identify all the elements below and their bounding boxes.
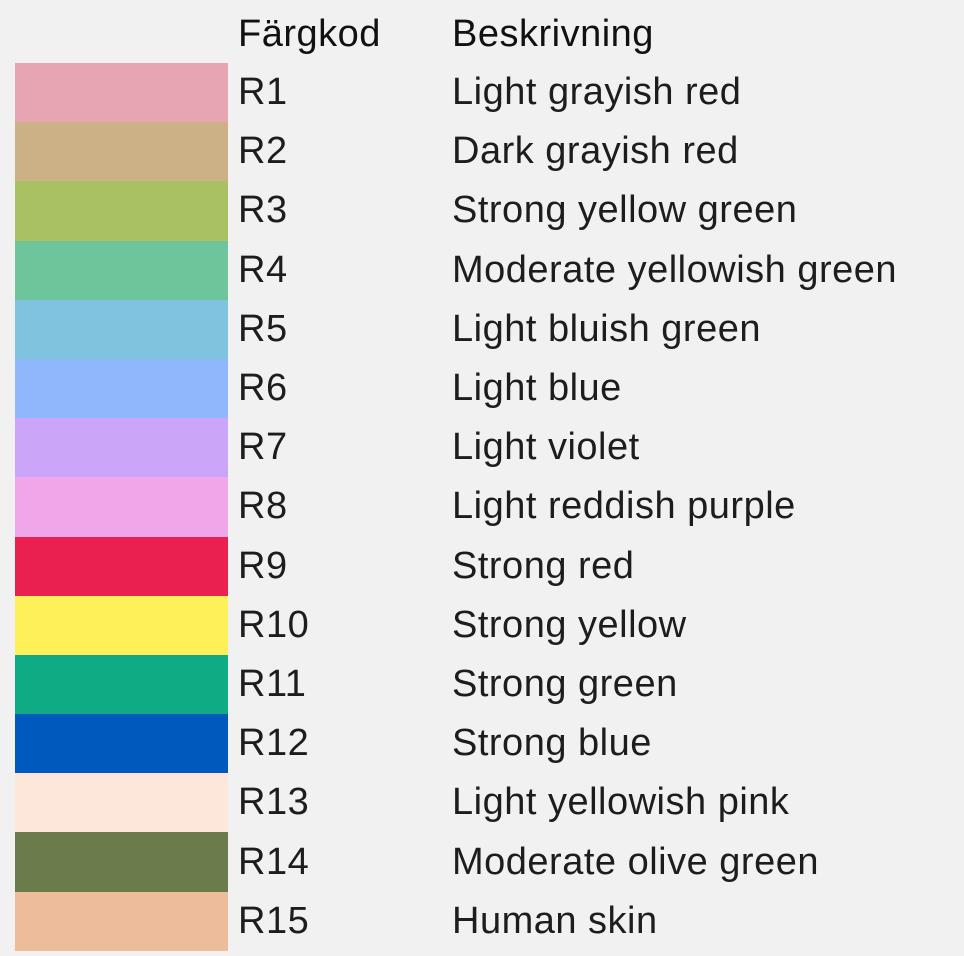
table-row: R15 Human skin [0,891,964,951]
color-swatch-r9 [15,536,228,596]
color-swatch-r13 [15,773,228,833]
table-row: R13 Light yellowish pink [0,773,964,833]
color-description-r14: Moderate olive green [452,840,819,883]
color-swatch-r4 [15,240,228,300]
color-description-r1: Light grayish red [452,71,742,114]
color-description-r3: Strong yellow green [452,189,798,232]
color-swatch-r8 [15,477,228,537]
color-swatch-r15 [15,891,228,951]
table-row: R7 Light violet [0,418,964,478]
color-swatch-r10 [15,595,228,655]
color-description-r15: Human skin [452,899,658,942]
color-swatch-r5 [15,299,228,359]
color-code-r12: R12 [238,722,310,765]
table-row: R1 Light grayish red [0,63,964,123]
color-code-r15: R15 [238,899,310,942]
color-description-r11: Strong green [452,662,678,705]
color-swatch-r11 [15,654,228,715]
table-row: R6 Light blue [0,358,964,419]
color-code-r5: R5 [238,307,288,350]
color-description-r7: Light violet [452,426,640,469]
color-description-r9: Strong red [452,544,635,587]
color-code-r7: R7 [238,426,288,469]
color-code-r9: R9 [238,544,288,587]
color-swatch-r6 [15,358,228,419]
color-description-r6: Light blue [452,367,622,410]
table-row: R9 Strong red [0,536,964,596]
color-code-r4: R4 [238,248,288,291]
color-code-r3: R3 [238,189,288,232]
color-description-r8: Light reddish purple [452,485,796,528]
header-swatch-spacer [0,0,228,63]
table-row: R10 Strong yellow [0,595,964,655]
table-row: R8 Light reddish purple [0,477,964,537]
color-code-r8: R8 [238,485,288,528]
color-code-r2: R2 [238,130,288,173]
color-code-r14: R14 [238,840,310,883]
table-row: R2 Dark grayish red [0,122,964,182]
header-color-code: Färgkod [238,13,381,55]
color-swatch-r12 [15,714,228,774]
table-row: R4 Moderate yellowish green [0,240,964,300]
color-description-r12: Strong blue [452,722,652,765]
table-header-row: Färgkod Beskrivning [0,0,964,63]
table-row: R3 Strong yellow green [0,181,964,241]
table-row: R11 Strong green [0,654,964,715]
table-row: R5 Light bluish green [0,299,964,359]
color-code-r11: R11 [238,662,307,705]
color-code-r10: R10 [238,603,310,646]
color-code-r1: R1 [238,71,288,114]
table-row: R12 Strong blue [0,714,964,774]
table-row: R14 Moderate olive green [0,832,964,892]
header-description: Beskrivning [452,13,654,55]
color-swatch-r7 [15,418,228,478]
color-description-r10: Strong yellow [452,603,687,646]
color-description-r5: Light bluish green [452,307,761,350]
color-description-r4: Moderate yellowish green [452,248,898,291]
color-description-r2: Dark grayish red [452,130,739,173]
color-swatch-r14 [15,832,228,892]
color-code-r6: R6 [238,367,288,410]
color-swatch-r3 [15,181,228,241]
color-swatch-r2 [15,122,228,182]
color-swatch-r1 [15,63,228,123]
color-code-r13: R13 [238,781,310,824]
color-description-r13: Light yellowish pink [452,781,790,824]
